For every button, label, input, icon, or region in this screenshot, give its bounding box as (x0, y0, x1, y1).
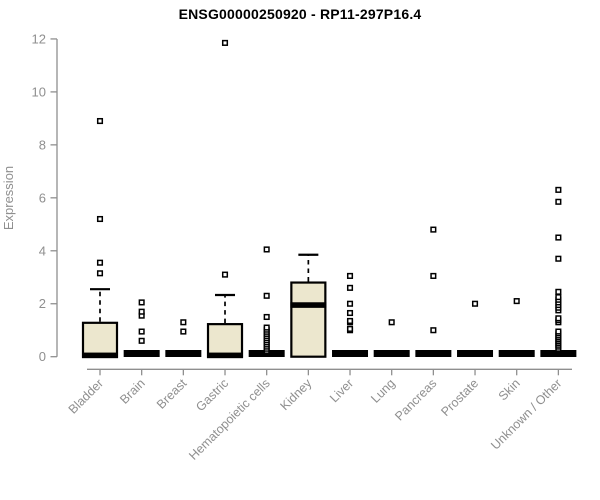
outlier-point (555, 294, 562, 301)
outlier-point (513, 298, 520, 305)
box-group-bladder (81, 288, 119, 359)
box (81, 321, 119, 358)
x-tick-label-hematopoietic-cells: Hematopoietic cells (186, 376, 273, 463)
x-tick-label-pancreas: Pancreas (392, 376, 439, 423)
outlier-points-lung (388, 319, 395, 326)
y-tick-label: 6 (39, 190, 46, 205)
outlier-point (555, 186, 562, 193)
collapsed-box (540, 350, 577, 357)
box-group-pancreas (415, 350, 452, 357)
outlier-point (555, 198, 562, 205)
outlier-point (430, 226, 437, 233)
outlier-point (346, 284, 354, 291)
y-tick-label: 0 (39, 349, 46, 364)
outlier-point (555, 234, 562, 241)
collapsed-box (165, 350, 202, 357)
box-group-liver (332, 350, 369, 357)
collapsed-box (332, 350, 369, 357)
outlier-point (180, 319, 187, 326)
x-tick-label-brain: Brain (117, 376, 148, 407)
x-tick-label-gastric: Gastric (193, 376, 231, 414)
box (206, 323, 244, 358)
outlier-points-pancreas (430, 226, 437, 334)
box-group-kidney (290, 253, 327, 358)
outlier-point (346, 325, 354, 332)
outlier-point (263, 246, 270, 253)
y-tick-label: 10 (32, 84, 46, 99)
x-tick-label-skin: Skin (496, 376, 523, 403)
box-group-lung (373, 350, 410, 357)
box (290, 281, 327, 358)
outlier-point (388, 319, 395, 326)
collapsed-box (498, 350, 535, 357)
outlier-point (346, 272, 354, 279)
median-line (207, 352, 244, 359)
outlier-point (263, 324, 270, 331)
outlier-point (221, 271, 229, 278)
outlier-points-brain (138, 299, 145, 344)
median-line (290, 302, 327, 308)
outlier-point (346, 309, 354, 317)
outlier-point (221, 39, 229, 46)
y-tick-label: 2 (39, 296, 46, 311)
outlier-point (346, 300, 354, 307)
collapsed-box (457, 350, 494, 357)
y-tick-label: 4 (39, 243, 46, 258)
x-tick-label-liver: Liver (327, 376, 356, 405)
outlier-point (471, 300, 479, 307)
outlier-point (555, 328, 562, 335)
outlier-points-liver (346, 272, 354, 334)
box-group-skin (498, 350, 535, 357)
x-tick-label-lung: Lung (368, 376, 398, 406)
outlier-point (138, 337, 145, 344)
outlier-point (346, 317, 354, 325)
outlier-point (96, 259, 104, 266)
y-tick-label: 8 (39, 137, 46, 152)
outlier-points-bladder (96, 117, 104, 277)
collapsed-box (123, 350, 160, 357)
outlier-points-unknown-other (555, 186, 562, 352)
x-tick-label-unknown-other: Unknown / Other (488, 376, 564, 452)
x-tick-label-kidney: Kidney (278, 376, 315, 413)
y-axis: 0 2 4 6 8 10 12 (32, 31, 58, 364)
x-tick-label-prostate: Prostate (438, 376, 481, 419)
outlier-point (96, 215, 104, 223)
outlier-point (430, 272, 437, 279)
collapsed-box (415, 350, 452, 357)
box-group-unknown-other (540, 350, 577, 357)
outlier-points-breast (180, 319, 187, 335)
outlier-point (96, 117, 104, 125)
outlier-point (138, 299, 145, 306)
y-tick-label: 12 (32, 31, 46, 46)
outlier-point (263, 292, 270, 299)
x-tick-label-breast: Breast (154, 376, 190, 412)
outlier-point (138, 328, 145, 335)
outlier-point (555, 288, 562, 295)
x-tick-label-bladder: Bladder (66, 376, 106, 416)
outlier-points-gastric (221, 39, 229, 278)
box-group-breast (165, 350, 202, 357)
outlier-point (430, 327, 437, 334)
box-group-gastric (206, 293, 244, 359)
outlier-points-skin (513, 298, 520, 305)
box-group-brain (123, 350, 160, 357)
chart-title: ENSG00000250920 - RP11-297P16.4 (178, 6, 422, 22)
collapsed-box (373, 350, 410, 357)
outlier-point (138, 308, 145, 315)
outlier-points-hematopoietic-cells (263, 246, 270, 354)
outlier-point (96, 270, 104, 277)
median-line (82, 352, 118, 359)
outlier-point (555, 255, 562, 262)
outlier-point (263, 313, 270, 321)
outlier-point (180, 328, 187, 335)
outlier-points-prostate (471, 300, 479, 307)
outlier-point (555, 315, 562, 322)
box-group-prostate (457, 350, 494, 357)
